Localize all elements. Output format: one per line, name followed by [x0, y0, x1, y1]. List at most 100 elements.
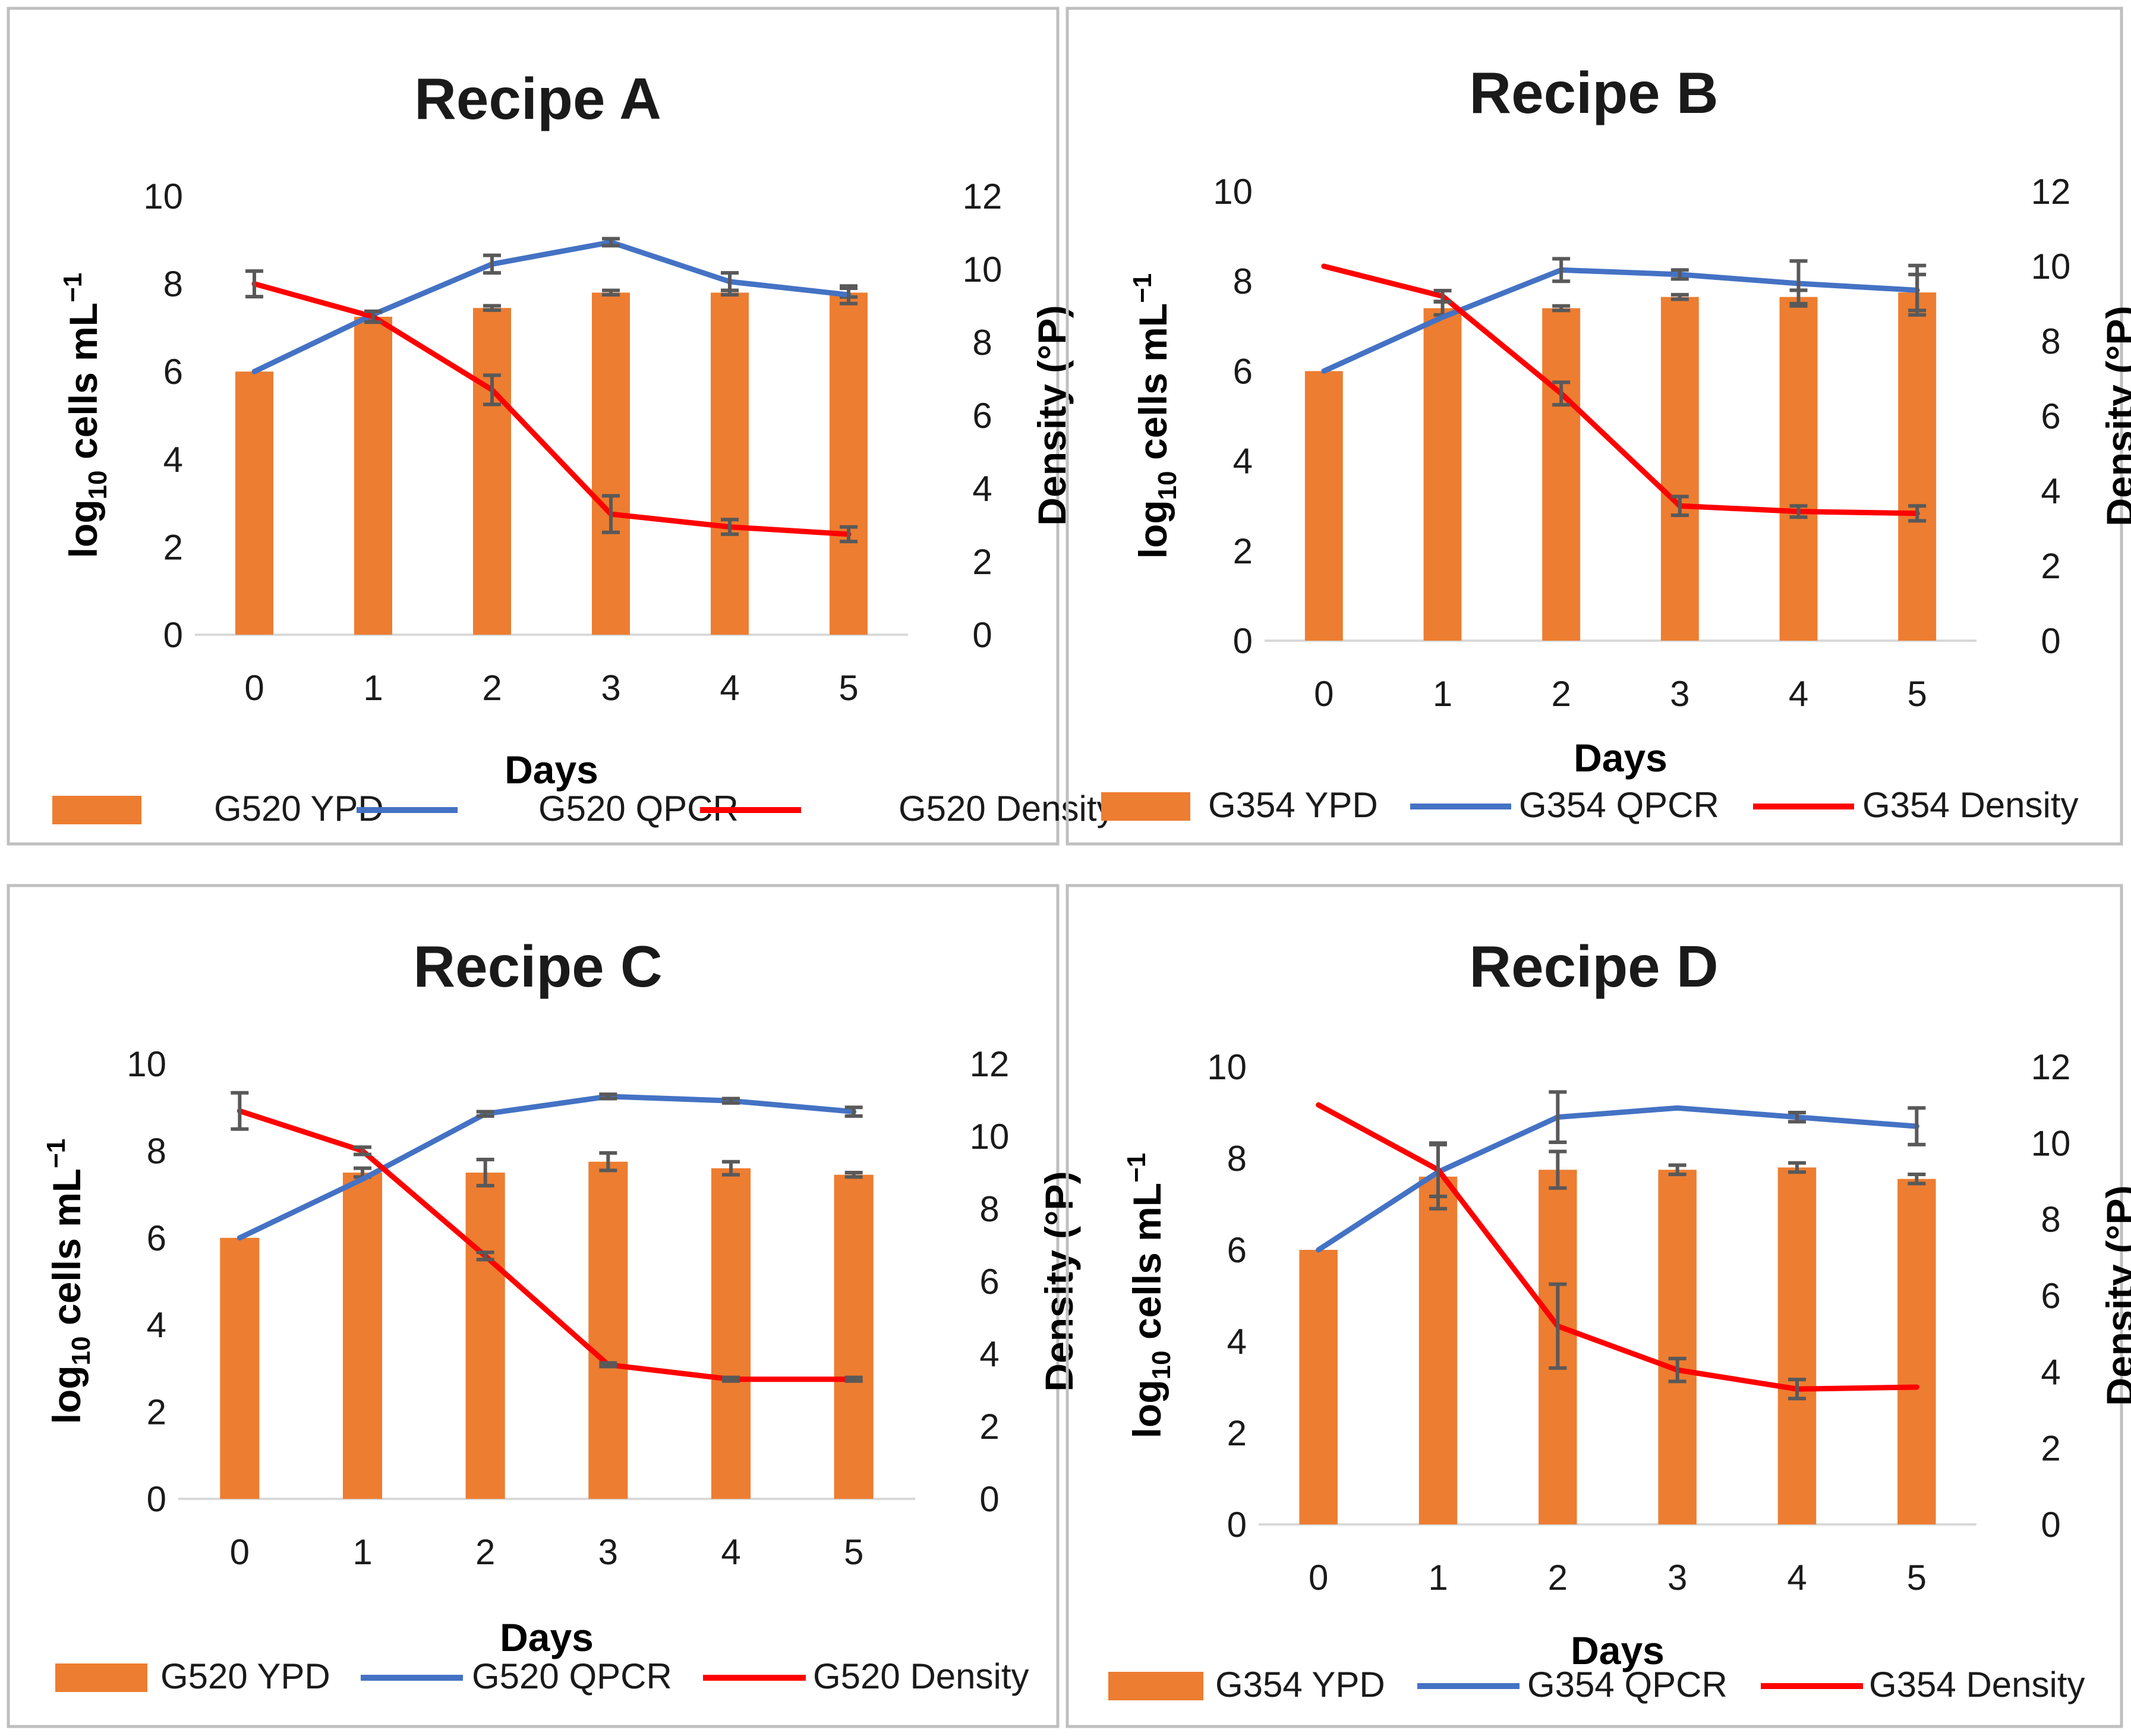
error-bar [1788, 1161, 1806, 1174]
y-axis-title-part: 10 [1153, 471, 1182, 500]
x-axis-title: Days [1574, 736, 1667, 780]
bar-g354-ypd [1658, 1170, 1697, 1524]
error-bar [476, 1110, 494, 1118]
error-bar [722, 1375, 740, 1383]
error-bar [1788, 1378, 1806, 1401]
bar-g354-ypd [1897, 1179, 1936, 1524]
y2-tick-label: 0 [2041, 621, 2060, 661]
series-g520-qpcr [251, 237, 858, 374]
y2-tick-label: 2 [979, 1407, 999, 1447]
bar-g354-ypd [1418, 1176, 1458, 1524]
y-axis-title-part: 10 [83, 470, 112, 499]
legend-label-g520-density: G520 Density [813, 1656, 1029, 1696]
error-bar [483, 304, 501, 312]
y-axis-title: log10 cells mL−1 [1128, 273, 1182, 559]
y2-tick-label: 4 [972, 469, 992, 509]
line-g354-qpcr [1321, 267, 1920, 374]
y2-tick-label: 4 [2041, 471, 2060, 511]
bar-g520-ypd [465, 1173, 505, 1499]
bar-g354-ypd [1898, 292, 1937, 641]
y2-tick-label: 6 [2041, 396, 2060, 436]
x-tick-label: 4 [720, 668, 739, 708]
y-axis-title-part: log [1125, 1379, 1169, 1438]
chart-title: Recipe D [1469, 934, 1718, 999]
y-tick-label: 4 [1227, 1322, 1247, 1362]
y-axis-title-part: log [61, 499, 105, 558]
error-bar [721, 518, 739, 536]
series-g520-qpcr [237, 1092, 863, 1241]
y2-tick-label: 12 [2031, 172, 2071, 212]
y2-tick-label: 8 [2041, 1200, 2060, 1240]
error-bar [1789, 259, 1808, 308]
y2-tick-label: 6 [2041, 1276, 2060, 1316]
x-tick-label: 2 [475, 1532, 495, 1572]
y-axis-title: log10 cells mL−1 [42, 1139, 96, 1425]
bar-g520-ypd [588, 1161, 628, 1499]
line-g520-density [251, 281, 852, 537]
bar-g354-ypd [1777, 1167, 1817, 1524]
y-axis-title: log10 cells mL−1 [1122, 1153, 1176, 1439]
error-bar [1668, 1163, 1686, 1176]
y-tick-label: 2 [147, 1392, 166, 1432]
legend-label-g354-ypd: G354 YPD [1208, 785, 1378, 825]
legend-label-g520-ypd: G520 YPD [214, 789, 384, 828]
x-tick-label: 4 [721, 1532, 740, 1572]
x-tick-label: 1 [352, 1532, 372, 1572]
y-tick-label: 8 [147, 1131, 166, 1171]
bar-g520-ypd [342, 1173, 383, 1499]
y-tick-label: 0 [163, 615, 183, 655]
legend: G520 YPD G520 QPCR G520 Density [55, 1656, 1029, 1696]
line-g520-qpcr [237, 1094, 857, 1241]
y2-tick-label: 0 [972, 615, 992, 655]
chart-title: Recipe A [414, 66, 661, 131]
line-g354-qpcr [1316, 1105, 1919, 1253]
series-g520-ypd [235, 286, 868, 635]
series-g354-ypd [1299, 1142, 1936, 1524]
legend-label-g520-ypd: G520 YPD [160, 1656, 330, 1696]
bar-g520-ypd [354, 316, 392, 635]
error-bar [1549, 1090, 1567, 1145]
legend-label-g354-density: G354 Density [1869, 1665, 2085, 1705]
x-tick-label: 0 [244, 668, 264, 708]
error-bar [602, 237, 620, 248]
error-bar [364, 309, 382, 324]
line-g354-density [1321, 263, 1920, 516]
y2-tick-label: 12 [970, 1044, 1010, 1084]
legend-swatch-g354-ypd [1101, 792, 1190, 821]
error-bar [1549, 1282, 1567, 1370]
legend-swatch-g354-ypd [1108, 1672, 1203, 1700]
y2-tick-label: 6 [972, 396, 992, 436]
error-bar [1429, 1141, 1447, 1199]
error-bar [483, 373, 501, 407]
series-g520-density [231, 1091, 863, 1383]
bar-g520-ypd [834, 1174, 874, 1499]
legend: G354 YPD G354 QPCR G354 Density [1108, 1665, 2085, 1705]
y2-axis-title: Density (°P) [1037, 1171, 1081, 1391]
series-g354-qpcr [1316, 1090, 1926, 1253]
legend-label-g520-qpcr: G520 QPCR [472, 1656, 672, 1696]
bar-g520-ypd [711, 292, 749, 635]
x-tick-label: 3 [598, 1532, 618, 1572]
error-bar [844, 1171, 863, 1179]
error-bar [721, 271, 739, 292]
legend-label-g354-qpcr: G354 QPCR [1519, 785, 1719, 825]
y2-tick-label: 2 [972, 542, 992, 582]
y2-tick-label: 8 [972, 323, 992, 363]
error-bar [231, 1091, 249, 1131]
error-bar [476, 1250, 494, 1262]
y-tick-label: 2 [163, 527, 183, 567]
x-axis-title: Days [500, 1615, 594, 1659]
error-bar [599, 1092, 617, 1101]
error-bar [840, 525, 858, 544]
series-g520-ypd [220, 1151, 874, 1499]
y2-tick-label: 12 [963, 177, 1003, 216]
y-tick-label: 8 [1227, 1139, 1247, 1179]
x-tick-label: 2 [1548, 1558, 1568, 1598]
bar-g520-ypd [220, 1237, 260, 1499]
x-axis-title: Days [505, 748, 598, 792]
error-bar [245, 269, 263, 299]
y-axis-title-part: cells mL [1131, 303, 1175, 471]
legend-swatch-g520-ypd [52, 796, 141, 824]
bar-g354-ypd [1299, 1250, 1338, 1524]
x-tick-label: 0 [1309, 1558, 1328, 1598]
